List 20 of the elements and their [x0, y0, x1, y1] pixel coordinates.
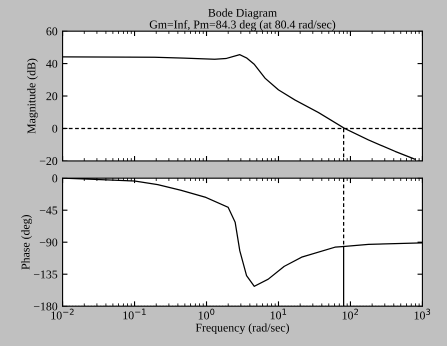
- x-tick-label: 10$^{2}$: [342, 308, 358, 320]
- x-tick-label: 10$^{−1}$: [123, 308, 146, 320]
- y-tick-label: 0: [52, 124, 58, 133]
- y-tick-label: 40: [46, 60, 58, 68]
- y-tick-label: 60: [46, 27, 58, 36]
- y-axis-title: Phase (deg): [21, 215, 32, 270]
- y-axis-title: Magnitude (dB): [27, 58, 38, 134]
- y-tick-label: 20: [46, 92, 58, 100]
- x-tick-label: 10$^{1}$: [270, 308, 286, 320]
- x-tick-label: 10$^{0}$: [198, 308, 214, 320]
- y-tick-label: −45: [40, 206, 58, 214]
- y-tick-label: 0: [52, 174, 58, 182]
- y-tick-label: −20: [40, 157, 58, 166]
- x-tick-label: 10$^{3}$: [414, 308, 430, 320]
- chart-subtitle: Gm=Inf, Pm=84.3 deg (at 80.4 rad/sec): [150, 20, 336, 31]
- x-axis-title: Frequency (rad/sec): [196, 323, 290, 334]
- chart-title: Bode Diagram: [208, 8, 277, 20]
- y-tick-label: −135: [34, 270, 58, 278]
- y-tick-label: −90: [40, 238, 58, 246]
- y-tick-label: −180: [34, 302, 58, 310]
